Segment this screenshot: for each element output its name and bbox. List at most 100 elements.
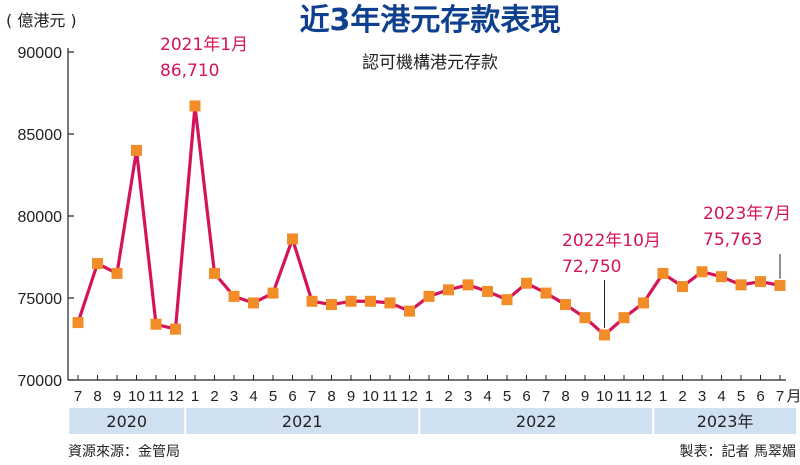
annotation-value: 72,750 (562, 257, 621, 277)
y-tick-label: 85000 (18, 127, 63, 144)
x-tick-label: 7 (776, 388, 784, 405)
data-point (365, 295, 376, 307)
data-point (735, 279, 747, 291)
data-point (560, 299, 571, 311)
x-tick-label: 10 (128, 388, 145, 405)
data-point (306, 295, 318, 307)
data-point (150, 318, 162, 330)
annotation-date: 2022年10月 (562, 231, 661, 251)
data-point (462, 279, 474, 291)
data-point (638, 297, 649, 309)
year-band-segment (654, 408, 796, 434)
x-tick-label: 8 (561, 388, 569, 405)
x-tick-label: 5 (503, 388, 511, 405)
year-label: 2020 (106, 412, 147, 431)
data-point (657, 267, 669, 279)
data-point (228, 290, 240, 302)
data-point (423, 290, 435, 302)
x-tick-label: 4 (249, 388, 257, 405)
x-tick-label: 2 (444, 388, 452, 405)
x-tick-label: 1 (425, 388, 433, 405)
x-tick-label: 12 (635, 388, 652, 405)
x-tick-label: 9 (113, 388, 121, 405)
data-point (404, 305, 415, 317)
year-band-segment (420, 408, 653, 434)
data-point (755, 276, 766, 288)
annotations: 2021年1月 86,710 2022年10月 72,750 2023年7月 75,763 (160, 35, 791, 328)
x-tick-label: 8 (327, 388, 335, 405)
data-point (599, 329, 610, 341)
x-tick-label: 9 (581, 388, 589, 405)
year-band-segment (69, 408, 185, 434)
x-tick-label: 6 (288, 388, 296, 405)
data-point (521, 277, 532, 289)
data-point (540, 287, 552, 299)
x-tick-label: 11 (616, 388, 632, 405)
x-tick-label: 12 (401, 388, 418, 405)
x-tick-label: 11 (382, 388, 398, 405)
x-tick-label: 5 (269, 388, 277, 405)
annotation-value: 75,763 (703, 230, 762, 250)
x-tick-label: 3 (698, 388, 706, 405)
year-band: 2020 2021 2022 2023年 (69, 408, 796, 434)
data-point (287, 233, 298, 245)
year-band-segment (186, 408, 419, 434)
data-point (618, 312, 630, 324)
data-point (345, 295, 357, 307)
x-tick-label: 1 (191, 388, 199, 405)
data-point (248, 297, 259, 309)
x-axis-ticks: 7 8 9 10 11 12 1 2 3 4 5 6 7 8 9 10 11 12 1 2 3 4 5 6 7 8 9 10 11 12 1… (74, 375, 800, 405)
x-axis-unit-label: 月 (786, 388, 800, 405)
series-layer (72, 100, 786, 341)
annotation-date: 2021年1月 (160, 35, 248, 55)
data-point (696, 266, 708, 278)
year-label: 2023年 (697, 412, 754, 431)
data-point (111, 267, 123, 279)
y-tick-label: 90000 (18, 45, 63, 62)
x-tick-label: 5 (737, 388, 745, 405)
x-tick-label: 10 (362, 388, 379, 405)
x-tick-label: 3 (464, 388, 472, 405)
data-point (326, 299, 337, 311)
x-tick-label: 1 (659, 388, 667, 405)
data-point (189, 100, 201, 112)
data-point (384, 297, 396, 309)
data-point (579, 312, 591, 324)
x-tick-label: 9 (347, 388, 355, 405)
data-point (92, 258, 103, 270)
x-tick-label: 7 (542, 388, 550, 405)
credit-note: 製表：記者 馬翠媚 (680, 443, 796, 460)
data-point (716, 271, 727, 283)
x-tick-label: 2 (210, 388, 218, 405)
year-label: 2021 (282, 412, 323, 431)
x-tick-label: 6 (756, 388, 764, 405)
annotation-value: 86,710 (160, 61, 219, 81)
data-point (72, 317, 84, 329)
annotation-date: 2023年7月 (703, 204, 791, 224)
data-point (131, 144, 142, 156)
year-label: 2022 (516, 412, 557, 431)
data-point (267, 287, 279, 299)
x-tick-label: 7 (74, 388, 82, 405)
data-point (209, 267, 220, 279)
data-point (677, 281, 688, 293)
data-point (482, 285, 493, 297)
y-tick-label: 75000 (18, 291, 63, 308)
x-tick-label: 3 (230, 388, 238, 405)
x-tick-label: 7 (308, 388, 316, 405)
source-note: 資源來源：金管局 (68, 444, 180, 460)
x-tick-label: 11 (148, 388, 164, 405)
x-tick-label: 6 (522, 388, 530, 405)
y-axis-unit-label: ( 億港元 ) (6, 11, 77, 30)
chart-title: 近3年港元存款表現 (300, 3, 561, 38)
data-point (443, 284, 454, 296)
data-point (170, 323, 181, 335)
axes (67, 48, 786, 381)
chart-subtitle: 認可機構港元存款 (362, 53, 498, 73)
x-tick-label: 8 (93, 388, 101, 405)
data-point (774, 279, 786, 291)
y-tick-label: 70000 (18, 373, 63, 390)
y-axis-ticks: 90000 85000 80000 75000 70000 (18, 45, 74, 390)
x-tick-label: 12 (167, 388, 184, 405)
